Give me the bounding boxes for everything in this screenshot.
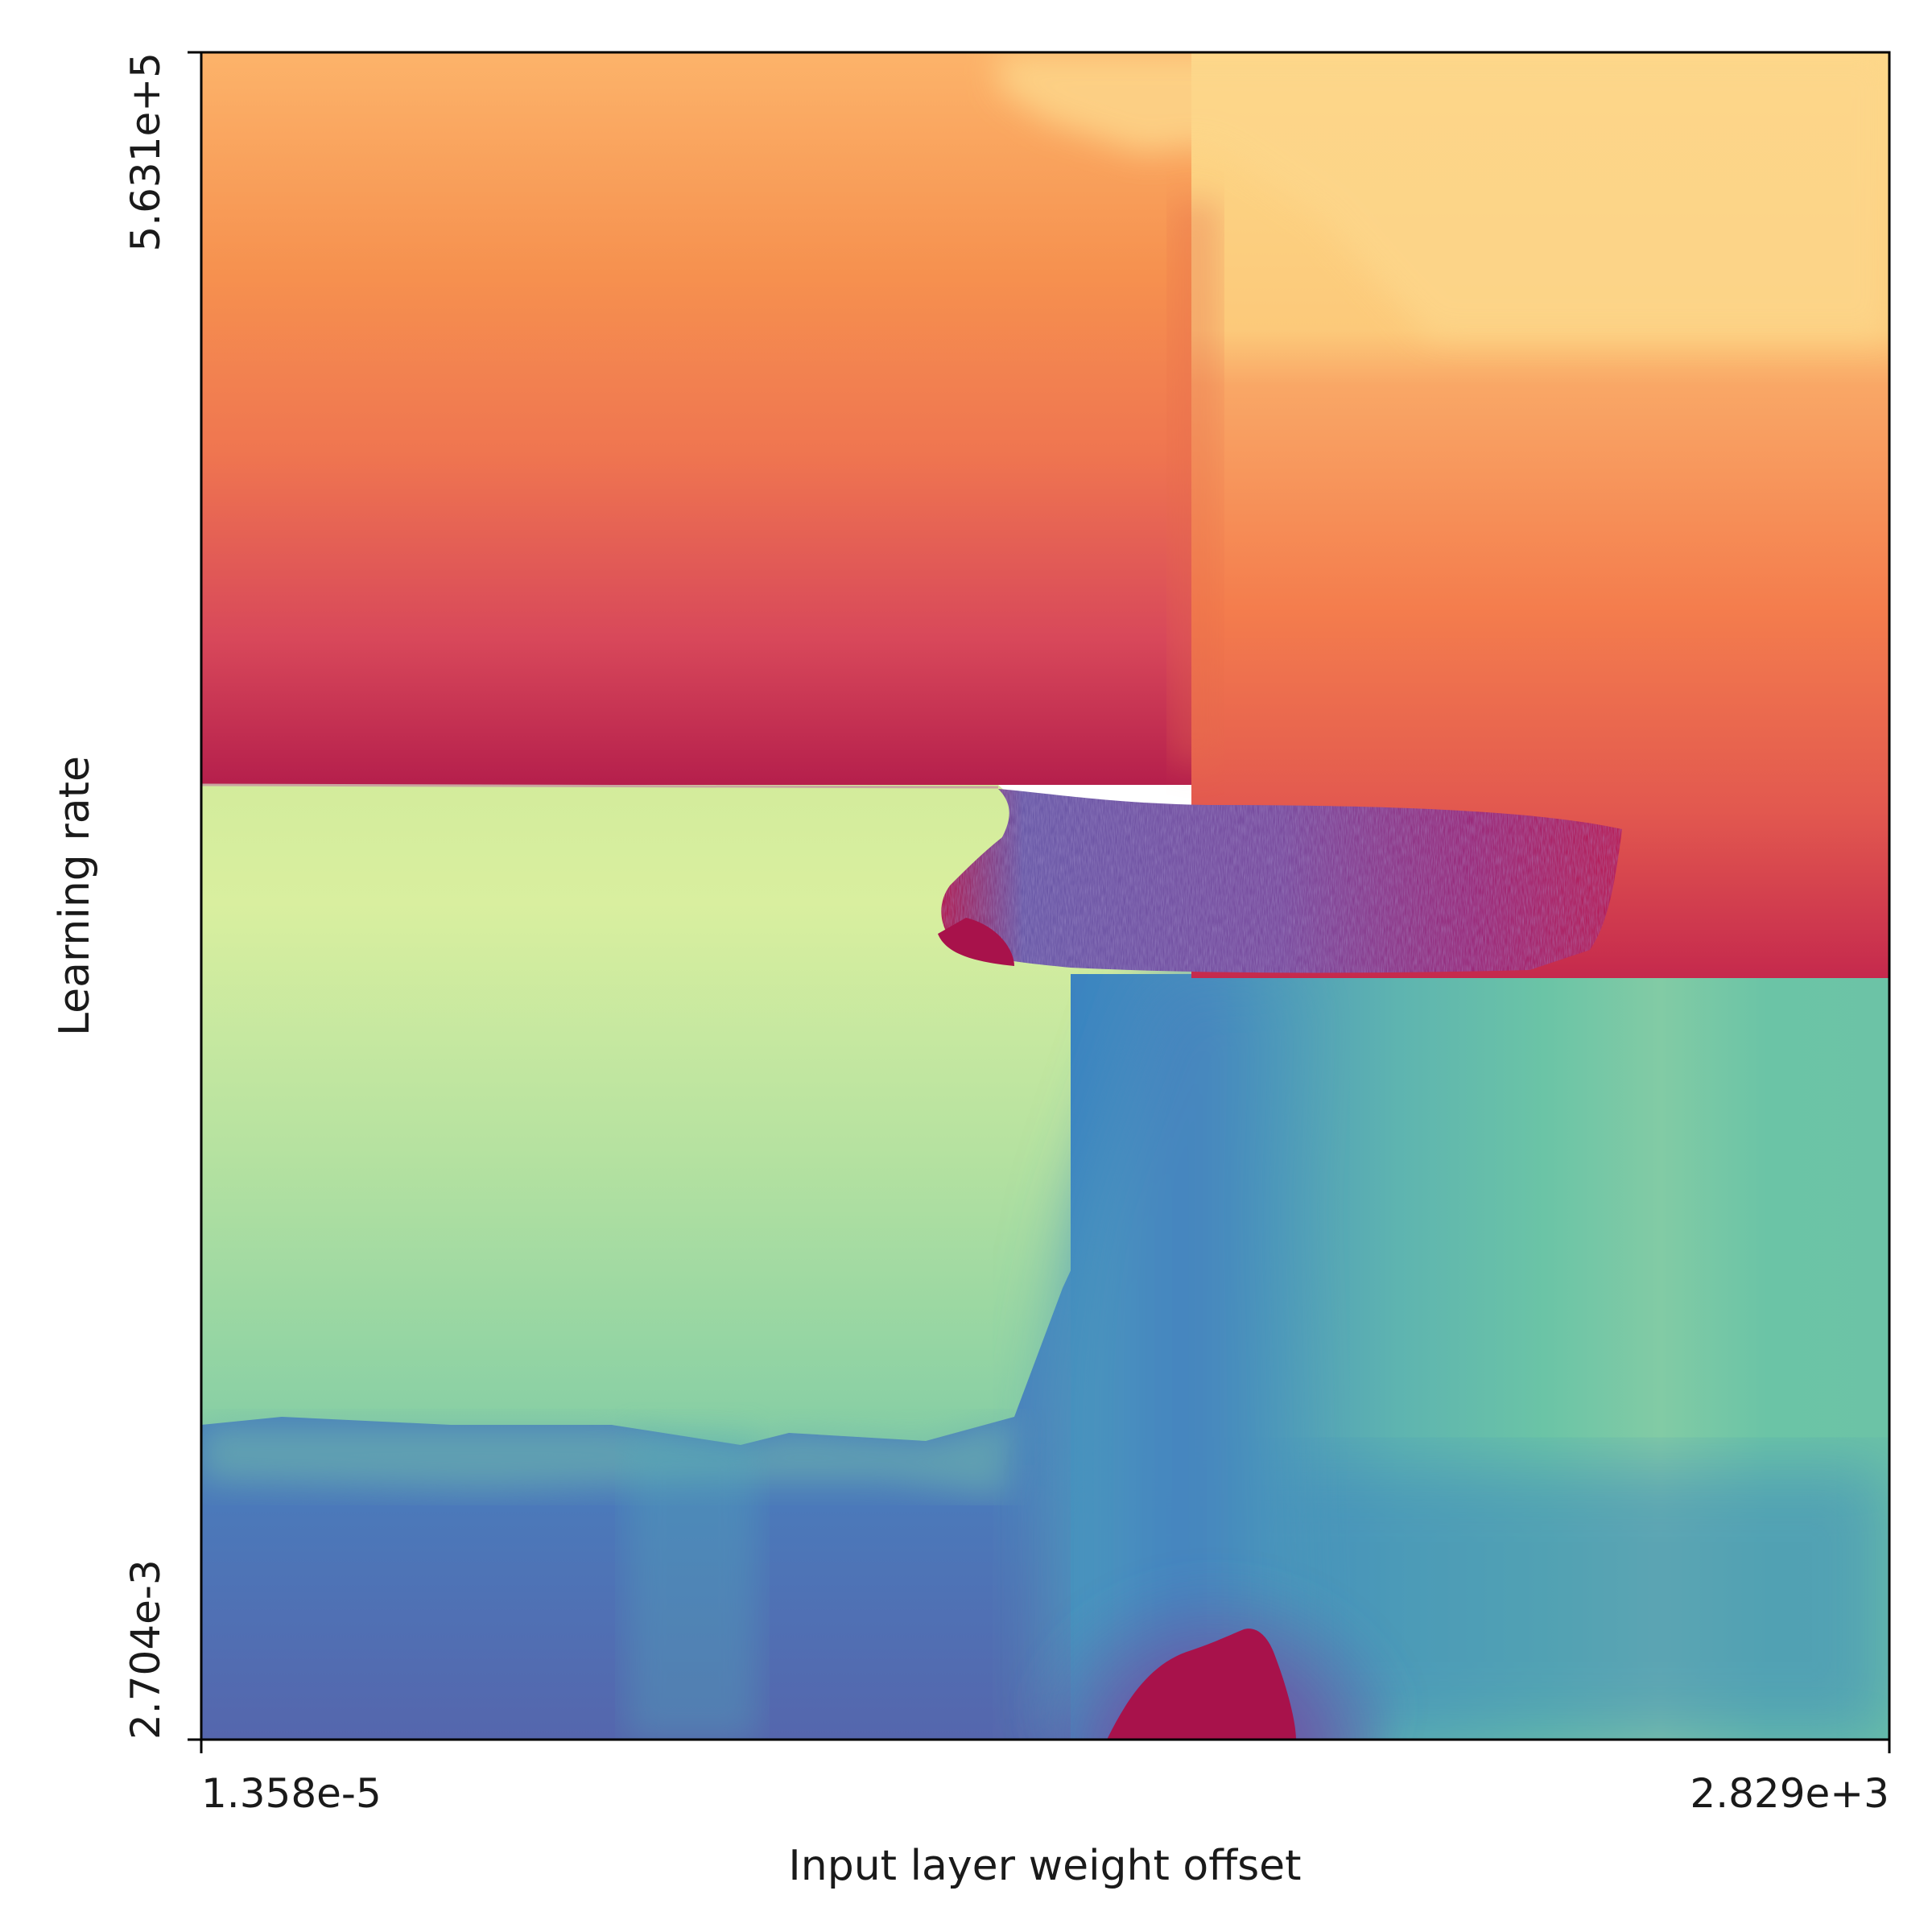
x-axis-label: Input layer weight offset (788, 1842, 1301, 1890)
plot-frame (200, 51, 1891, 1741)
x-tick-label-max: 2.829e+3 (1690, 1770, 1889, 1817)
x-tick-label-min: 1.358e-5 (201, 1770, 382, 1817)
axis-ticks (188, 51, 1891, 1753)
y-tick-label-min: 2.704e-3 (122, 1559, 169, 1740)
heatmap-field (201, 52, 1889, 1740)
y-axis-label: Learning rate (51, 756, 99, 1036)
y-tick-label-max: 5.631e+5 (122, 52, 169, 252)
